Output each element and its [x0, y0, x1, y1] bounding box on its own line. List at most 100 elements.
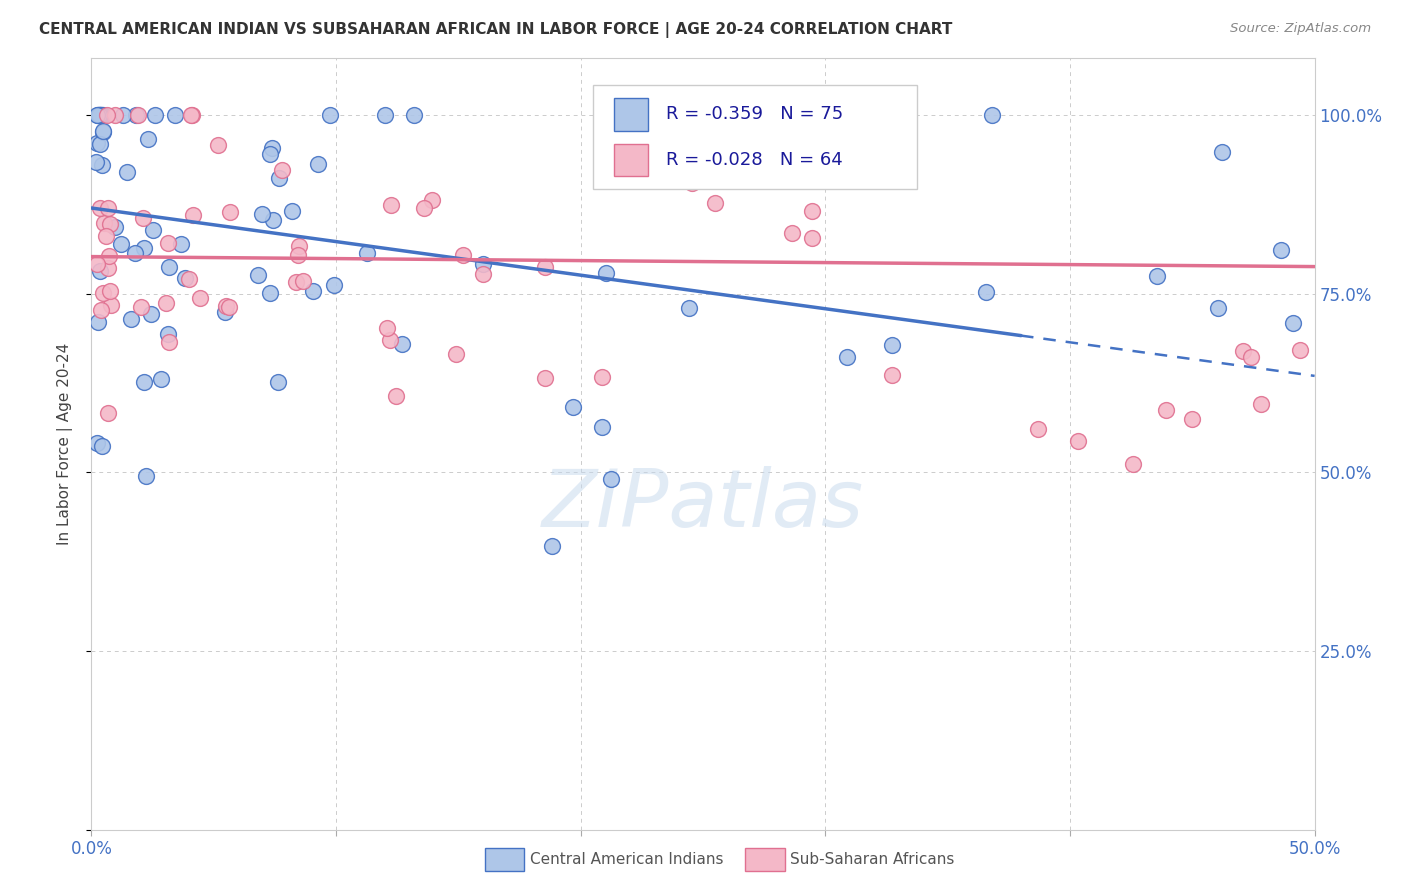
Point — [472, 267, 495, 281]
Point — [391, 337, 413, 351]
Point — [218, 205, 240, 219]
Point — [93, 125, 115, 139]
Point — [120, 311, 142, 326]
Point — [681, 176, 703, 190]
Point — [181, 208, 204, 222]
Point — [87, 108, 110, 122]
Point — [91, 285, 114, 300]
Point — [288, 239, 311, 253]
Point — [97, 201, 120, 215]
Point — [159, 260, 181, 274]
Point — [134, 241, 156, 255]
Point — [91, 108, 114, 122]
Text: R = -0.028   N = 64: R = -0.028 N = 64 — [666, 151, 844, 169]
Point — [207, 138, 229, 153]
Point — [132, 376, 155, 390]
Text: Sub-Saharan Africans: Sub-Saharan Africans — [790, 853, 955, 867]
Y-axis label: In Labor Force | Age 20-24: In Labor Force | Age 20-24 — [58, 343, 73, 545]
Point — [89, 108, 111, 122]
Point — [267, 376, 290, 390]
Point — [1067, 434, 1090, 448]
Point — [86, 257, 108, 271]
Point — [1211, 145, 1233, 159]
Point — [259, 285, 281, 300]
Point — [215, 299, 238, 313]
Point — [285, 275, 308, 289]
Point — [156, 235, 179, 250]
Point — [307, 157, 329, 171]
Point — [302, 284, 325, 298]
Point — [1146, 269, 1168, 284]
Point — [868, 153, 890, 168]
Point — [181, 108, 204, 122]
Point — [87, 315, 110, 329]
Point — [139, 307, 162, 321]
Point — [156, 326, 179, 341]
Point — [262, 212, 284, 227]
Point — [112, 108, 135, 122]
Point — [86, 435, 108, 450]
Point — [90, 108, 112, 122]
Point — [179, 271, 201, 285]
Point — [170, 237, 193, 252]
Point — [599, 472, 621, 486]
Point — [90, 158, 112, 172]
Point — [451, 248, 474, 262]
Point — [1206, 301, 1229, 315]
Point — [1270, 243, 1292, 257]
Point — [190, 291, 212, 305]
Point — [89, 108, 111, 122]
Point — [269, 170, 291, 185]
Point — [1181, 412, 1204, 426]
Point — [703, 195, 725, 210]
Point — [292, 274, 315, 288]
Point — [100, 298, 122, 312]
Point — [319, 108, 342, 122]
Text: Source: ZipAtlas.com: Source: ZipAtlas.com — [1230, 22, 1371, 36]
Point — [90, 303, 112, 318]
Point — [259, 147, 281, 161]
Point — [100, 284, 122, 298]
Point — [87, 108, 110, 122]
Point — [280, 204, 302, 219]
Point — [446, 347, 468, 361]
Point — [562, 400, 585, 414]
Point — [595, 266, 617, 280]
Text: Central American Indians: Central American Indians — [530, 853, 724, 867]
Point — [91, 124, 114, 138]
Point — [540, 539, 562, 553]
Point — [96, 228, 118, 243]
Point — [91, 108, 114, 122]
Point — [98, 217, 121, 231]
Point — [1026, 422, 1049, 436]
Point — [138, 132, 160, 146]
FancyBboxPatch shape — [613, 98, 648, 130]
Point — [380, 198, 402, 212]
Point — [132, 211, 155, 225]
Point — [96, 108, 118, 122]
Point — [378, 333, 401, 347]
Text: CENTRAL AMERICAN INDIAN VS SUBSAHARAN AFRICAN IN LABOR FORCE | AGE 20-24 CORRELA: CENTRAL AMERICAN INDIAN VS SUBSAHARAN AF… — [39, 22, 953, 38]
Point — [1250, 397, 1272, 411]
Point — [135, 468, 157, 483]
Point — [149, 372, 172, 386]
Point — [117, 165, 139, 179]
Point — [155, 295, 177, 310]
Point — [89, 108, 111, 122]
Point — [591, 369, 613, 384]
Point — [91, 439, 114, 453]
Point — [1154, 402, 1177, 417]
Point — [323, 277, 346, 292]
Point — [110, 236, 132, 251]
Text: ZIPatlas: ZIPatlas — [541, 467, 865, 544]
FancyBboxPatch shape — [613, 144, 648, 176]
Point — [772, 108, 794, 122]
Point — [143, 108, 166, 122]
Point — [534, 370, 557, 384]
FancyBboxPatch shape — [593, 85, 917, 189]
Point — [1122, 457, 1144, 471]
Point — [89, 202, 111, 216]
Point — [980, 108, 1002, 122]
Point — [142, 223, 165, 237]
Point — [93, 216, 115, 230]
